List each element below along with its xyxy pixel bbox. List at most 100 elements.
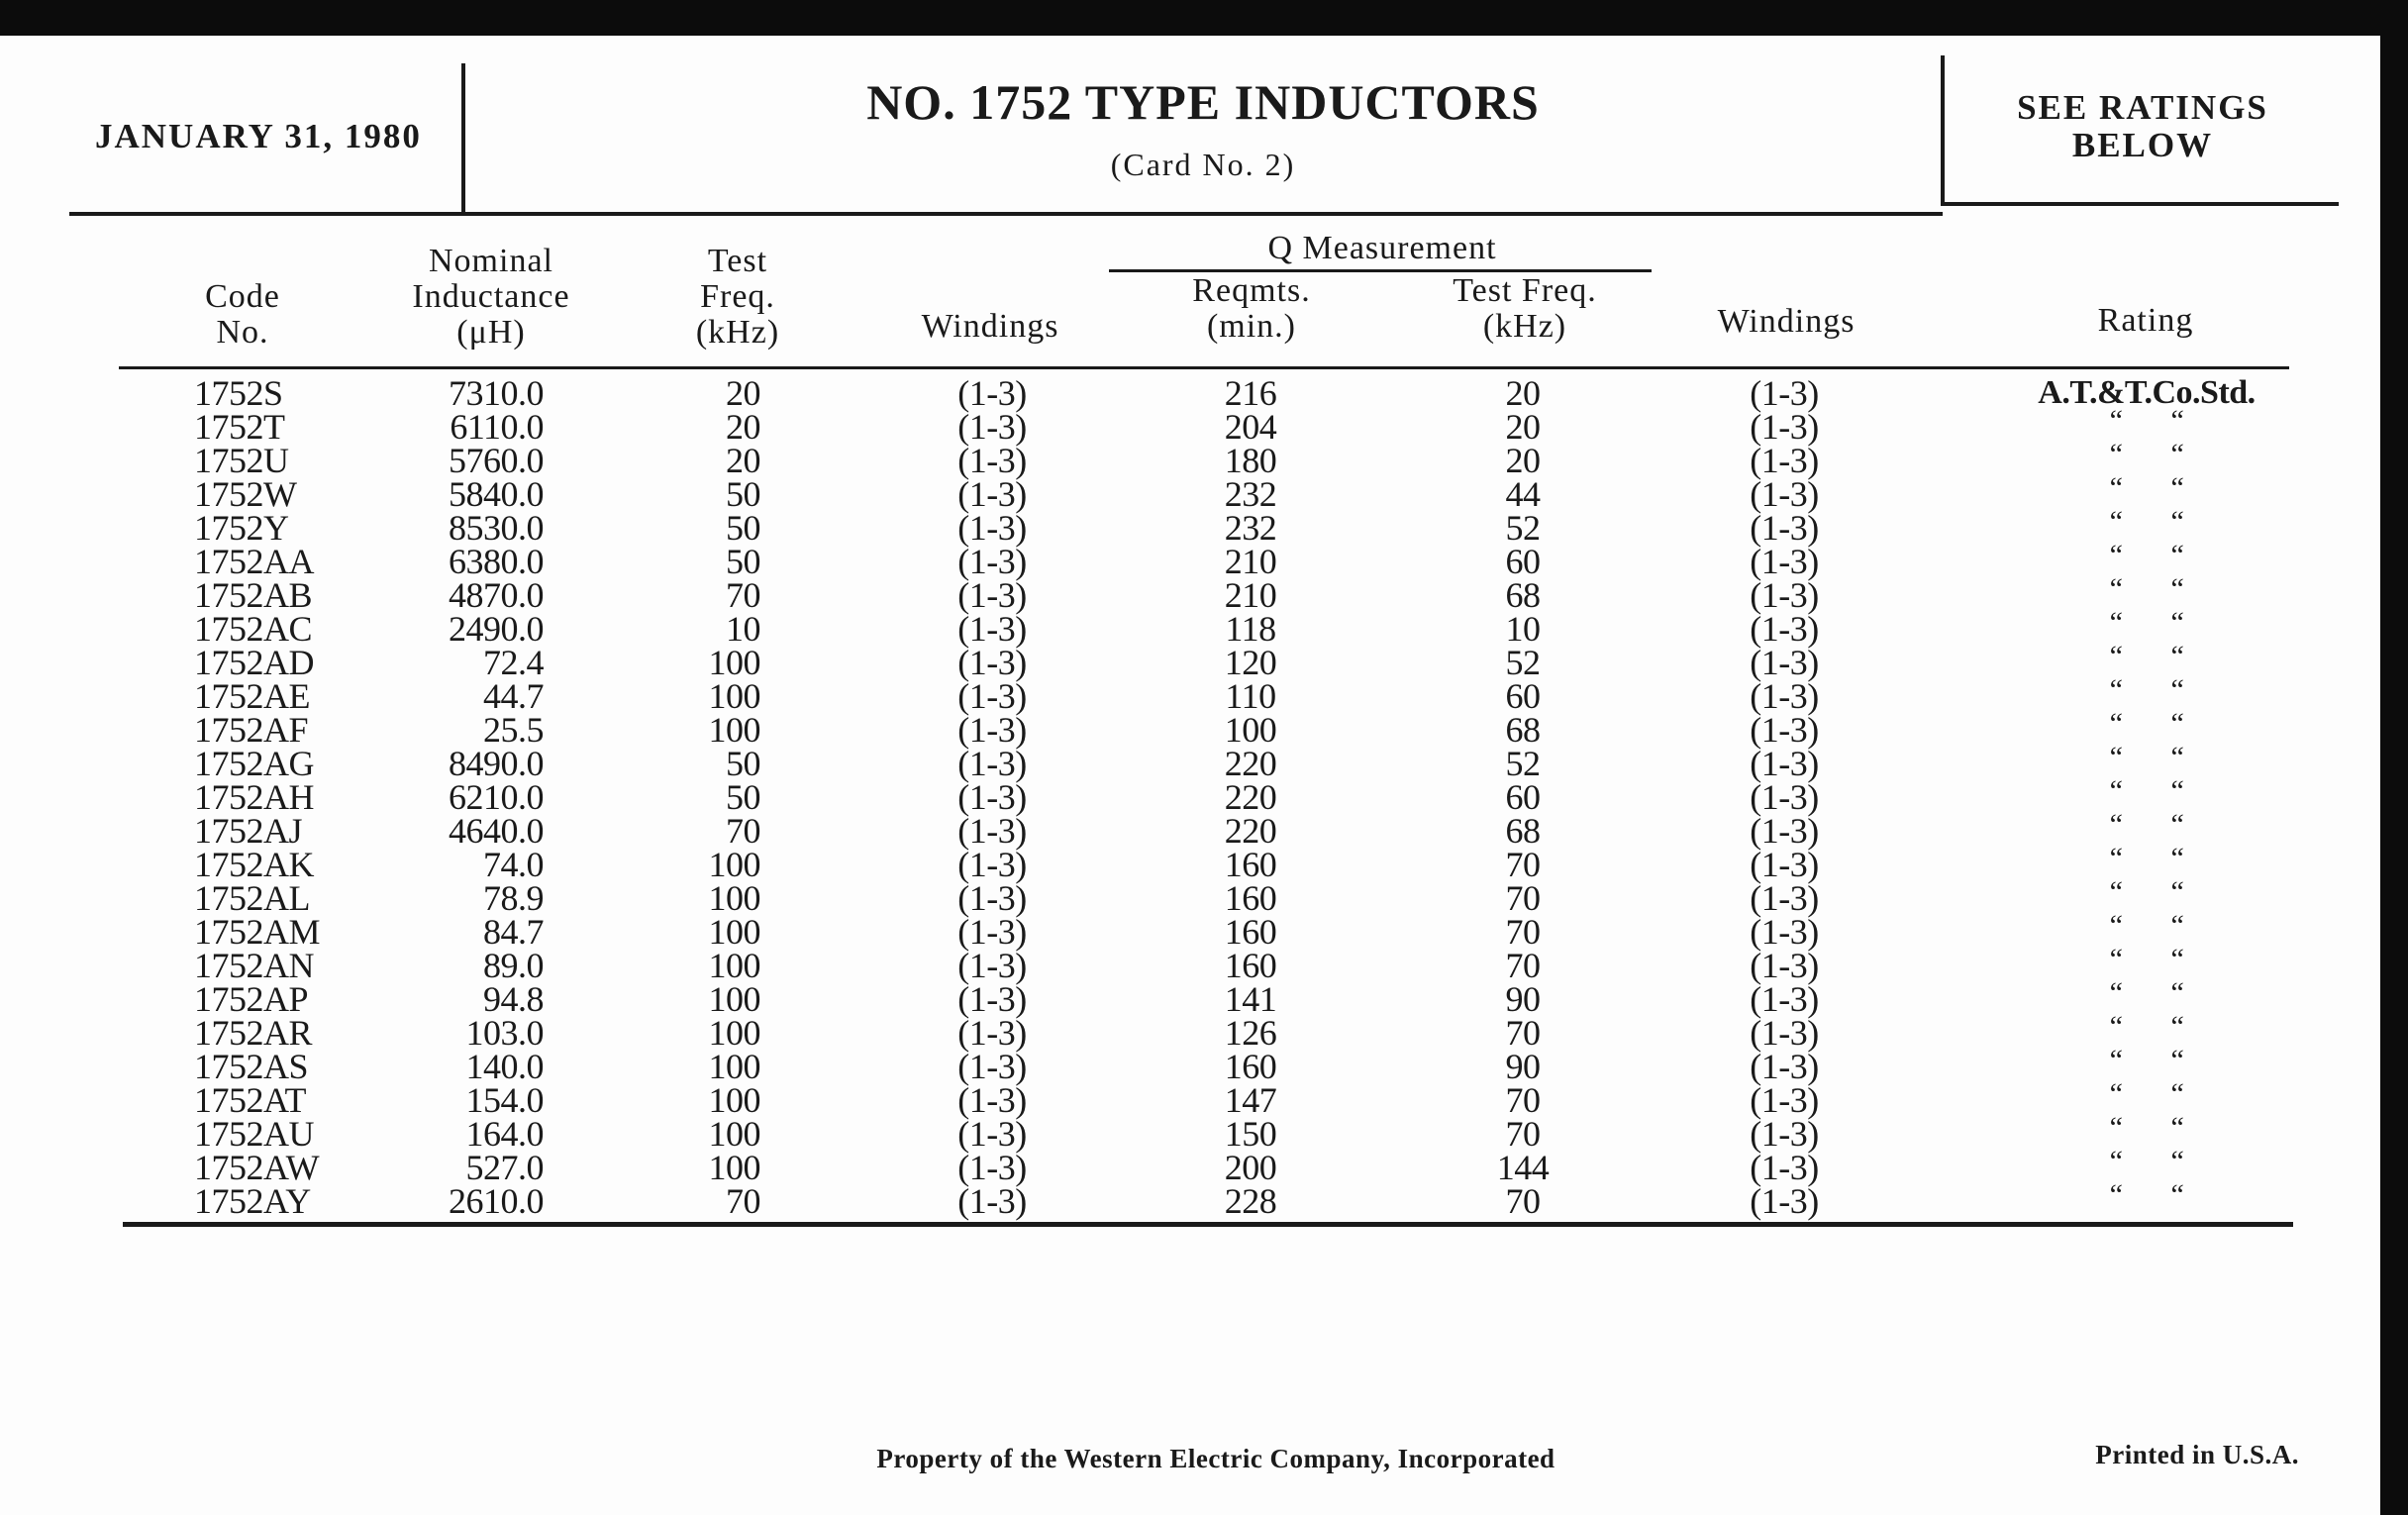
cell-rating: “ “ (2109, 606, 2184, 639)
cell-windings: (1-3) (957, 777, 1027, 817)
cell-test-freq: 100 (708, 845, 761, 884)
cell-inductance: 164.0 (465, 1114, 545, 1154)
cell-test-freq: 50 (726, 744, 761, 783)
cell-inductance: 84.7 (483, 912, 545, 952)
cell-q-reqmts: 210 (1224, 542, 1277, 581)
cell-test-freq: 70 (726, 811, 761, 851)
scan-border-top (0, 0, 2408, 36)
col-header-test-freq-line3: (kHz) (695, 314, 780, 351)
cell-inductance: 25.5 (483, 710, 545, 750)
cell-q-reqmts: 160 (1224, 845, 1277, 884)
cell-q-reqmts: 160 (1224, 1047, 1277, 1086)
cell-code: 1752AF (194, 710, 309, 750)
cell-rating: “ “ (2109, 1077, 2184, 1110)
cell-q-windings: (1-3) (1750, 508, 1819, 548)
cell-windings: (1-3) (957, 575, 1027, 615)
cell-q-test-freq: 70 (1505, 1114, 1542, 1154)
cell-rating: “ “ (2109, 505, 2184, 538)
col-header-rating: Rating (2097, 302, 2194, 339)
card-date: JANUARY 31, 1980 (95, 117, 422, 155)
scan-border-right (2380, 0, 2408, 1515)
cell-code: 1752AC (194, 609, 313, 649)
cell-windings: (1-3) (957, 912, 1027, 952)
cell-code: 1752S (194, 373, 283, 413)
cell-inductance: 94.8 (483, 979, 545, 1019)
cell-code: 1752AN (194, 946, 315, 985)
cell-test-freq: 50 (726, 474, 761, 514)
cell-inductance: 44.7 (483, 676, 545, 716)
cell-code: 1752T (194, 407, 285, 447)
cell-test-freq: 50 (726, 542, 761, 581)
cell-q-reqmts: 220 (1224, 777, 1277, 817)
cell-q-reqmts: 160 (1224, 878, 1277, 918)
cell-inductance: 140.0 (465, 1047, 545, 1086)
cell-q-windings: (1-3) (1750, 441, 1819, 480)
cell-q-test-freq: 70 (1505, 1080, 1542, 1120)
cell-windings: (1-3) (957, 1047, 1027, 1086)
cell-q-test-freq: 52 (1505, 744, 1542, 783)
cell-rating: “ “ (2109, 471, 2184, 504)
cell-windings: (1-3) (957, 811, 1027, 851)
cell-q-test-freq: 68 (1505, 575, 1542, 615)
cell-test-freq: 20 (726, 407, 761, 447)
cell-inductance: 527.0 (465, 1148, 545, 1187)
cell-windings: (1-3) (957, 979, 1027, 1019)
cell-test-freq: 70 (726, 575, 761, 615)
col-header-q-test-freq-line1: Test Freq. (1453, 272, 1597, 309)
cell-q-reqmts: 126 (1224, 1013, 1277, 1053)
cell-q-windings: (1-3) (1750, 373, 1819, 413)
cell-rating: “ “ (2109, 438, 2184, 470)
cell-code: 1752AD (194, 643, 315, 682)
cell-q-windings: (1-3) (1750, 845, 1819, 884)
cell-q-windings: (1-3) (1750, 676, 1819, 716)
cell-q-test-freq: 20 (1505, 373, 1542, 413)
cell-q-test-freq: 60 (1505, 676, 1542, 716)
footer-printed: Printed in U.S.A. (2095, 1440, 2299, 1469)
cell-test-freq: 100 (708, 878, 761, 918)
cell-windings: (1-3) (957, 441, 1027, 480)
cell-test-freq: 100 (708, 1047, 761, 1086)
ratings-note-line2: BELOW (2071, 126, 2214, 164)
cell-inductance: 4640.0 (449, 811, 545, 851)
cell-q-test-freq: 52 (1505, 508, 1542, 548)
table-bottom-rule (123, 1222, 2293, 1227)
cell-q-test-freq: 10 (1505, 609, 1542, 649)
cell-inductance: 5840.0 (449, 474, 545, 514)
col-header-inductance: Nominal Inductance (μH) (412, 244, 569, 351)
col-header-windings: Windings (921, 308, 1059, 345)
cell-code: 1752AB (194, 575, 313, 615)
cell-code: 1752AH (194, 777, 315, 817)
cell-rating: “ “ (2109, 1111, 2184, 1144)
cell-windings: (1-3) (957, 407, 1027, 447)
cell-rating: “ “ (2109, 943, 2184, 975)
q-measurement-rule (1109, 269, 1652, 272)
cell-windings: (1-3) (957, 878, 1027, 918)
cell-q-windings: (1-3) (1750, 710, 1819, 750)
cell-code: 1752W (194, 474, 297, 514)
cell-q-reqmts: 160 (1224, 912, 1277, 952)
col-header-q-measurement: Q Measurement (1267, 230, 1497, 266)
cell-q-reqmts: 160 (1224, 946, 1277, 985)
col-header-q-reqmts-line1: Reqmts. (1192, 272, 1311, 309)
cell-q-windings: (1-3) (1750, 542, 1819, 581)
cell-test-freq: 100 (708, 912, 761, 952)
col-header-q-reqmts-line2: (min.) (1206, 308, 1297, 345)
cell-rating: “ “ (2109, 404, 2184, 437)
cell-windings: (1-3) (957, 710, 1027, 750)
col-header-test-freq: Test Freq. (kHz) (696, 244, 779, 351)
cell-windings: (1-3) (957, 609, 1027, 649)
cell-test-freq: 70 (726, 1181, 761, 1221)
cell-q-test-freq: 90 (1505, 1047, 1542, 1086)
cell-q-test-freq: 60 (1505, 777, 1542, 817)
header-divider-left (461, 63, 465, 214)
cell-q-test-freq: 90 (1505, 979, 1542, 1019)
cell-rating: “ “ (2109, 774, 2184, 807)
page-title: NO. 1752 TYPE INDUCTORS (866, 74, 1540, 130)
cell-q-test-freq: 70 (1505, 912, 1542, 952)
cell-windings: (1-3) (957, 744, 1027, 783)
cell-rating: “ “ (2109, 707, 2184, 740)
cell-windings: (1-3) (957, 1013, 1027, 1053)
cell-windings: (1-3) (957, 1148, 1027, 1187)
cell-q-windings: (1-3) (1750, 1047, 1819, 1086)
cell-code: 1752AJ (194, 811, 303, 851)
